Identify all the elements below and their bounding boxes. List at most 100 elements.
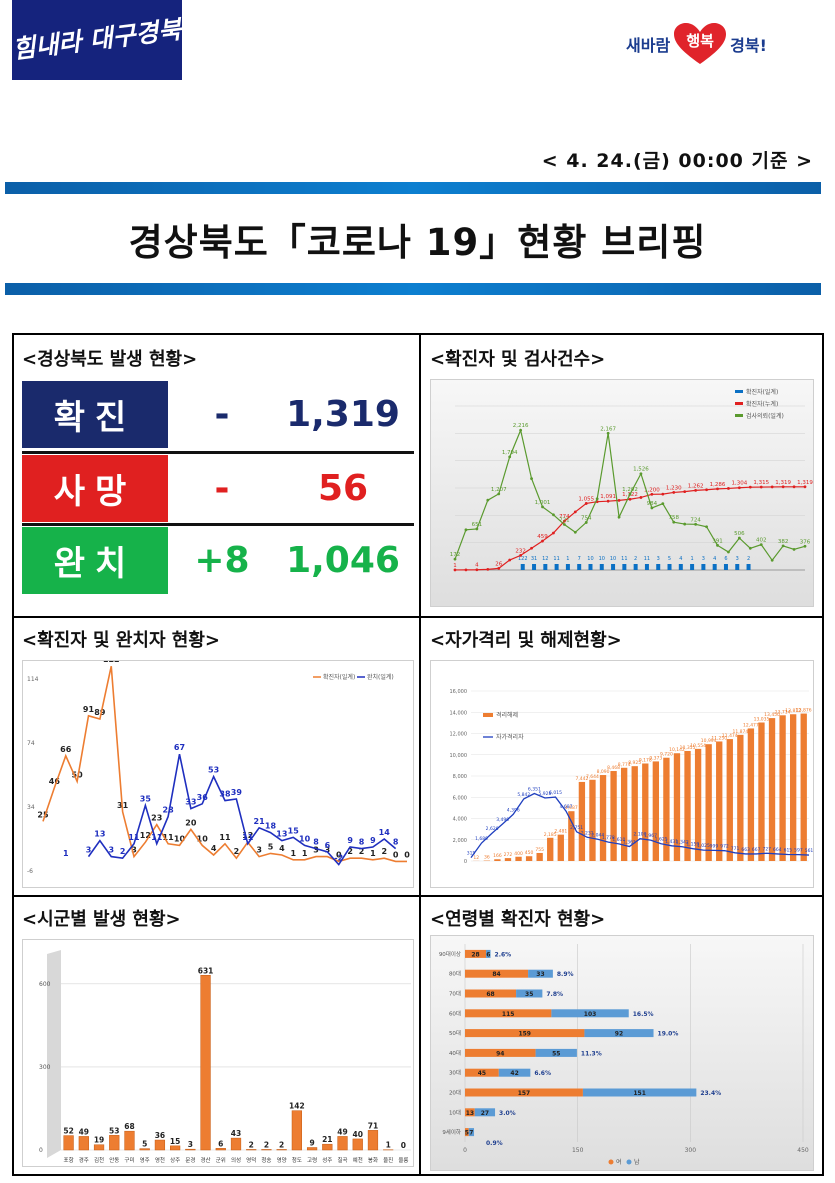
data-label: 6 [325,841,331,850]
data-label: 4,687 [560,804,573,810]
bar-label: 21 [322,1135,332,1144]
data-label: 1,025 [697,843,710,849]
x-tick-label: 구미 [124,1156,134,1164]
right-logo-heart: 행복 [686,32,714,50]
stat-delta-confirmed: - [214,394,230,435]
x-tick-label: 울릉 [398,1157,408,1164]
bar-label: 43 [231,1129,241,1138]
bar-label: 6 [486,951,490,958]
x-tick-label: 봉화 [368,1157,378,1164]
bar-daily-confirmed [678,564,683,570]
bar-released [536,852,543,861]
bar-label: 5 [465,1130,469,1137]
bar-label: 9,720 [660,752,673,758]
bar-daily-confirmed [701,564,706,570]
bar-released [547,837,554,861]
x-tick-label: 예천 [353,1156,363,1164]
y-tick-label: 80대 [449,970,461,978]
top-divider [5,182,821,194]
data-point [497,492,501,496]
data-point [770,485,774,489]
bar-label: 3 [736,556,739,562]
data-label: 66 [60,745,72,754]
data-label: 12 [140,831,151,840]
x-tick-label: 150 [572,1147,584,1154]
y-tick-label: 2,000 [453,838,467,844]
bar-city [200,975,211,1151]
bar-label: 2,185 [544,832,557,838]
legend-swatch [735,390,743,393]
data-label: 1 [63,849,69,858]
data-label: 721 [559,518,570,524]
bar-label: 68 [124,1122,134,1131]
bar-label: 400 [514,851,523,857]
stat-delta-deaths: - [214,468,230,509]
bar-city [185,1148,196,1151]
bar-released [504,858,512,861]
bar-male [516,989,543,998]
bar-label: 13 [466,1110,474,1117]
data-point [781,544,785,548]
data-label: 1,304 [732,481,748,487]
bar-label: 1 [691,556,694,562]
data-point [562,523,566,526]
x-tick-label: 청도 [292,1157,302,1164]
stat-label-deaths: 사망 [22,455,168,522]
bar-city [306,1147,318,1151]
series-line-quarantined [470,792,810,859]
bar-female [465,989,517,998]
data-label: 1,091 [600,494,616,500]
data-label: 6,351 [528,787,541,793]
x-tick-label: 울진 [383,1156,393,1164]
bar-daily-confirmed [611,564,616,570]
y-tick-label: 8,000 [453,774,467,780]
quarantine-chart: 0 2,000 4,000 6,000 8,000 10,000 12,000 14,000 1… [430,660,814,888]
bar-label: 4 [679,556,682,562]
bar-label: 5 [668,556,671,562]
tests-chart-svg: 122 31 12 11 1 7 10 10 10 11 2 11 3 5 4 1 3 4 6 3 21 4 2623245… [450,388,813,572]
right-logo-right: 경북! [730,36,767,55]
data-label: 1,431 [665,839,678,845]
bar-label: 2 [279,1140,284,1149]
bar-male [474,1108,496,1117]
data-label: 1,967 [644,833,657,839]
data-label: 1,230 [666,485,682,491]
bar-label: 755 [535,847,544,853]
bar-label: 450 [525,850,534,856]
legend-swatch [608,1159,614,1165]
bar-label: 6 [218,1139,223,1148]
bar-label: 36 [155,1131,165,1140]
bar-label: 7,442 [575,776,588,782]
data-label: 1,207 [491,487,507,493]
data-label: 4,396 [507,807,520,813]
bar-label: 3 [188,1140,193,1149]
bar-label: 11,874 [732,729,748,735]
age-chart: 0 150 300 450 90대이상 28 6 2.6% 80대 84 33 8.9% 70대 68 35… [430,935,814,1171]
bar-released [737,734,744,861]
stat-label-recovered: 완치 [22,527,168,594]
stat-total-recovered: 1,046 [286,540,400,581]
data-label: 2 [347,847,353,856]
data-label: 13 [276,830,287,839]
bar-city [139,1148,150,1151]
chart-back-wall [47,950,61,1158]
tests-title: <확진자 및 검사건수> [430,349,606,370]
data-label: 2,044 [591,832,604,838]
y-tick-label: 300 [39,1064,51,1071]
data-point [705,525,708,529]
data-label: 38 [219,790,231,799]
data-label: 9 [347,836,353,845]
data-label: 18 [265,822,277,831]
bar-released [599,775,607,861]
bar-label: 10 [610,556,616,562]
age-chart-svg: 0 150 300 450 90대이상 28 6 2.6% 80대 84 33 8.9% 70대 68 35… [439,944,809,1166]
bar-released [684,750,691,861]
bar-label: 15 [170,1137,180,1146]
bar-label: 2 [634,556,637,562]
city-chart-svg: 030060052포항49경주19김천53안동68구미5영주36영천15상주3문… [39,950,411,1164]
bar-label: 10,554 [690,743,706,749]
data-point [628,497,632,501]
data-label: 28 [163,806,175,815]
data-label: 1,526 [633,467,649,473]
data-point [770,558,774,562]
